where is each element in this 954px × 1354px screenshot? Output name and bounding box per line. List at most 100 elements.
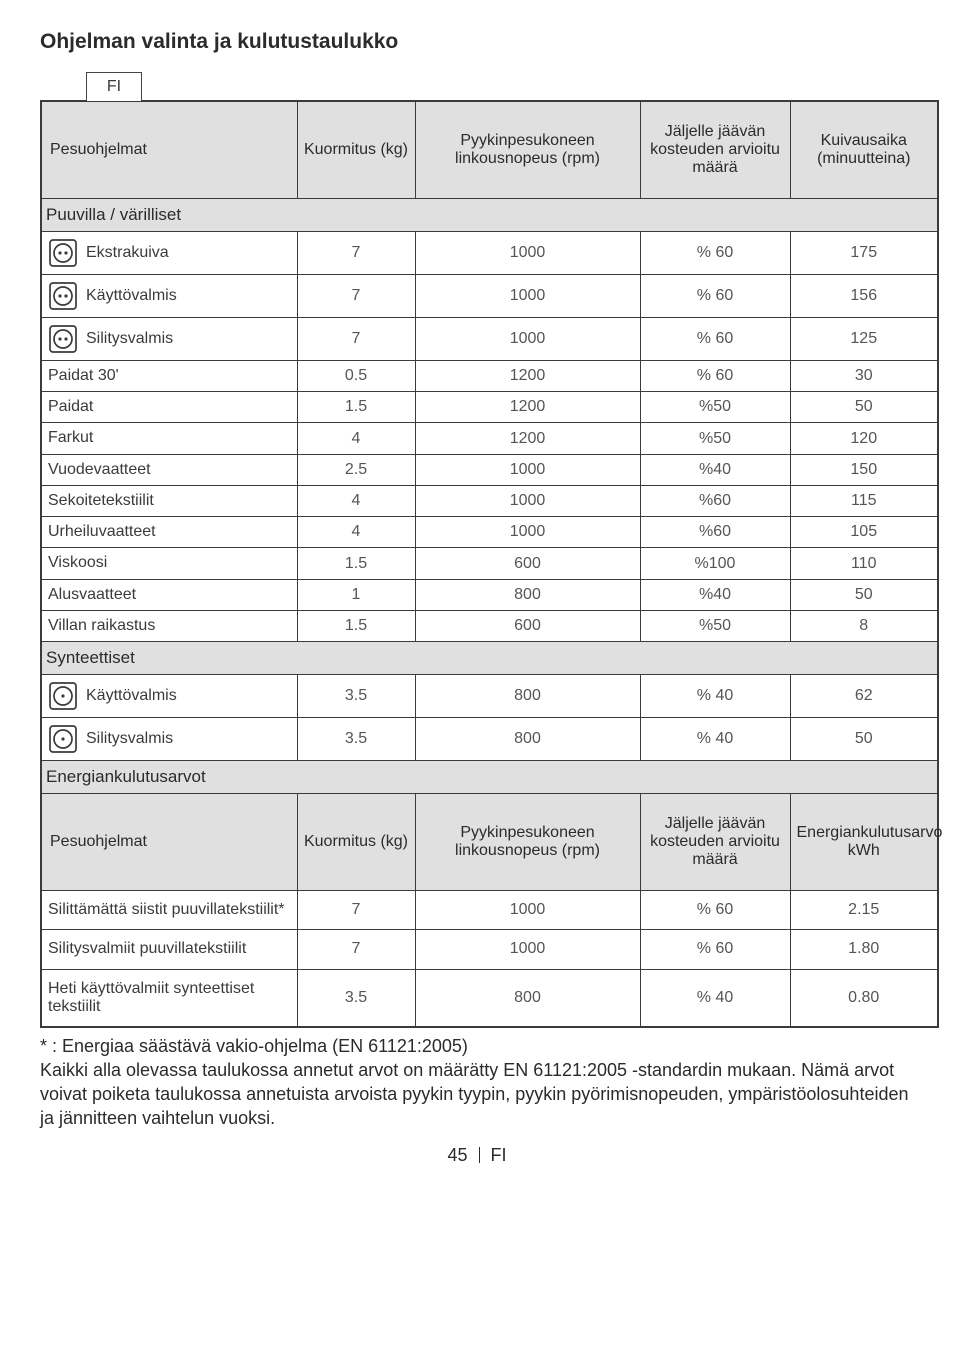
value-cell: % 40 [640,675,790,718]
table-row: Paidat 30'0.51200% 6030 [41,361,938,392]
dryer-icon [48,281,78,311]
table-row: Urheiluvaatteet41000%60105 [41,517,938,548]
value-cell: %50 [640,610,790,641]
program-label: Paidat 30' [48,367,119,385]
th-spin: Pyykinpesukoneen linkousnopeus (rpm) [415,101,640,199]
table-row: Silitysvalmis71000% 60125 [41,318,938,361]
value-cell: 1000 [415,318,640,361]
value-cell: 115 [790,485,938,516]
value-cell: 1000 [415,485,640,516]
value-cell: %60 [640,485,790,516]
value-cell: % 60 [640,930,790,969]
program-cell: Silitysvalmis [41,318,297,361]
value-cell: 4 [297,517,415,548]
page-title: Ohjelman valinta ja kulutustaulukko [40,30,914,54]
th2-programs: Pesuohjelmat [41,794,297,891]
table-row: Vuodevaatteet2.51000%40150 [41,454,938,485]
value-cell: 3.5 [297,969,415,1027]
program-cell: Käyttövalmis [41,275,297,318]
value-cell: 1.5 [297,548,415,579]
value-cell: % 60 [640,232,790,275]
program-label: Käyttövalmis [86,287,177,305]
program-label: Käyttövalmis [86,687,177,705]
table-row: Sekoitetekstiilit41000%60115 [41,485,938,516]
footnote-line1: * : Energiaa säästävä vakio-ohjelma (EN … [40,1036,468,1056]
program-cell: Farkut [41,423,297,454]
value-cell: 1200 [415,423,640,454]
value-cell: %40 [640,454,790,485]
value-cell: 156 [790,275,938,318]
program-cell: Heti käyttövalmiit synteettiset tekstiil… [41,969,297,1027]
value-cell: 7 [297,275,415,318]
value-cell: %50 [640,392,790,423]
section-energy-label: Energiankulutusarvot [41,761,938,794]
value-cell: 62 [790,675,938,718]
table-row: Käyttövalmis71000% 60156 [41,275,938,318]
value-cell: 1000 [415,275,640,318]
value-cell: 3.5 [297,718,415,761]
program-label: Viskoosi [48,554,107,572]
th-load: Kuormitus (kg) [297,101,415,199]
program-label: Alusvaatteet [48,586,136,604]
language-tab: FI [86,72,142,101]
value-cell: 1000 [415,891,640,930]
value-cell: 1000 [415,232,640,275]
value-cell: 110 [790,548,938,579]
value-cell: 7 [297,891,415,930]
footnote-line2: Kaikki alla olevassa taulukossa annetut … [40,1060,908,1129]
program-label: Vuodevaatteet [48,461,151,479]
table-row: Farkut41200%50120 [41,423,938,454]
value-cell: 175 [790,232,938,275]
value-cell: % 40 [640,718,790,761]
value-cell: 1 [297,579,415,610]
program-cell: Paidat 30' [41,361,297,392]
th2-spin: Pyykinpesukoneen linkousnopeus (rpm) [415,794,640,891]
section-cotton-label: Puuvilla / värilliset [41,199,938,232]
value-cell: 1000 [415,454,640,485]
program-label: Villan raikastus [48,617,155,635]
value-cell: 600 [415,610,640,641]
value-cell: 800 [415,969,640,1027]
table-header-row: Pesuohjelmat Kuormitus (kg) Pyykinpesuko… [41,101,938,199]
dryer-icon [48,681,78,711]
value-cell: 800 [415,718,640,761]
value-cell: 1.5 [297,610,415,641]
table-row: Silitysvalmiit puuvillatekstiilit71000% … [41,930,938,969]
th2-load: Kuormitus (kg) [297,794,415,891]
value-cell: 50 [790,718,938,761]
page-number: 45 [447,1145,467,1165]
page-footer: 45 FI [40,1145,914,1166]
table-row: Alusvaatteet1800%4050 [41,579,938,610]
program-label: Urheiluvaatteet [48,523,156,541]
program-cell: Silitysvalmis [41,718,297,761]
tab-indicator-wrap: FI [40,72,914,100]
value-cell: 800 [415,675,640,718]
program-cell: Vuodevaatteet [41,454,297,485]
value-cell: 1.80 [790,930,938,969]
program-label: Paidat [48,398,93,416]
dryer-icon [48,238,78,268]
program-cell: Silitysvalmiit puuvillatekstiilit [41,930,297,969]
value-cell: 3.5 [297,675,415,718]
value-cell: 50 [790,392,938,423]
value-cell: 105 [790,517,938,548]
program-cell: Villan raikastus [41,610,297,641]
value-cell: 0.5 [297,361,415,392]
value-cell: %50 [640,423,790,454]
program-cell: Ekstrakuiva [41,232,297,275]
table-row: Silitysvalmis3.5800% 4050 [41,718,938,761]
value-cell: 150 [790,454,938,485]
value-cell: 120 [790,423,938,454]
table-row: Heti käyttövalmiit synteettiset tekstiil… [41,969,938,1027]
program-cell: Käyttövalmis [41,675,297,718]
value-cell: %100 [640,548,790,579]
value-cell: 0.80 [790,969,938,1027]
program-cell: Urheiluvaatteet [41,517,297,548]
value-cell: 8 [790,610,938,641]
value-cell: 1200 [415,392,640,423]
page-lang: FI [491,1145,507,1165]
table-row: Ekstrakuiva71000% 60175 [41,232,938,275]
th-moisture: Jäljelle jäävän kosteuden arvioitu määrä [640,101,790,199]
value-cell: 1000 [415,930,640,969]
program-label: Sekoitetekstiilit [48,492,154,510]
